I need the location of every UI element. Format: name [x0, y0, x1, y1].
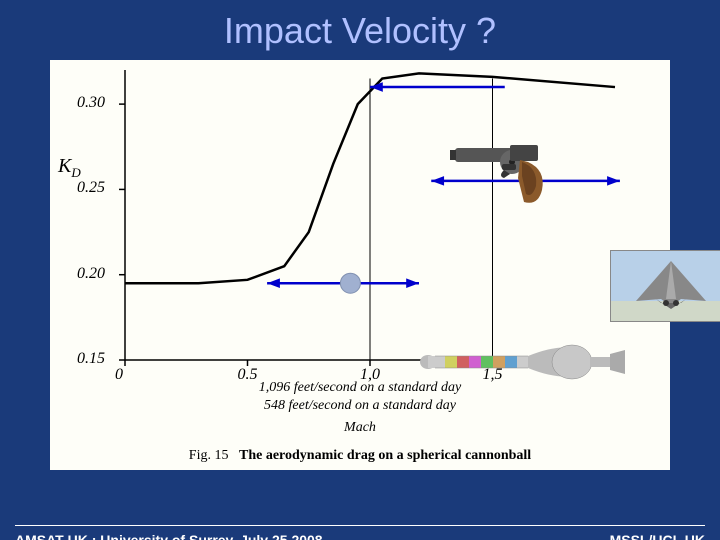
caption-mach: Mach: [50, 420, 670, 436]
chart-panel: KD 00.51,01,50.150.200.250.30 1,096 feet…: [50, 60, 670, 470]
jet-photo: [610, 250, 720, 322]
slide-title: Impact Velocity ?: [0, 0, 720, 52]
caption-548: 548 feet/second on a standard day: [50, 398, 670, 414]
fig-caption: Fig. 15 Fig. 15 The aerodynamic drag on …: [50, 448, 670, 464]
footer-right: MSSL/UCL UK: [610, 532, 705, 540]
y-axis-title: KD: [58, 155, 81, 181]
footer-left: AMSAT-UK : University of Surrey, July 25…: [15, 532, 323, 540]
slide: Impact Velocity ? KD 00.51,01,50.150.200…: [0, 0, 720, 540]
revolver-icon: [450, 130, 560, 210]
footer: AMSAT-UK : University of Surrey, July 25…: [0, 525, 720, 532]
penetrator-icon: [420, 340, 640, 385]
